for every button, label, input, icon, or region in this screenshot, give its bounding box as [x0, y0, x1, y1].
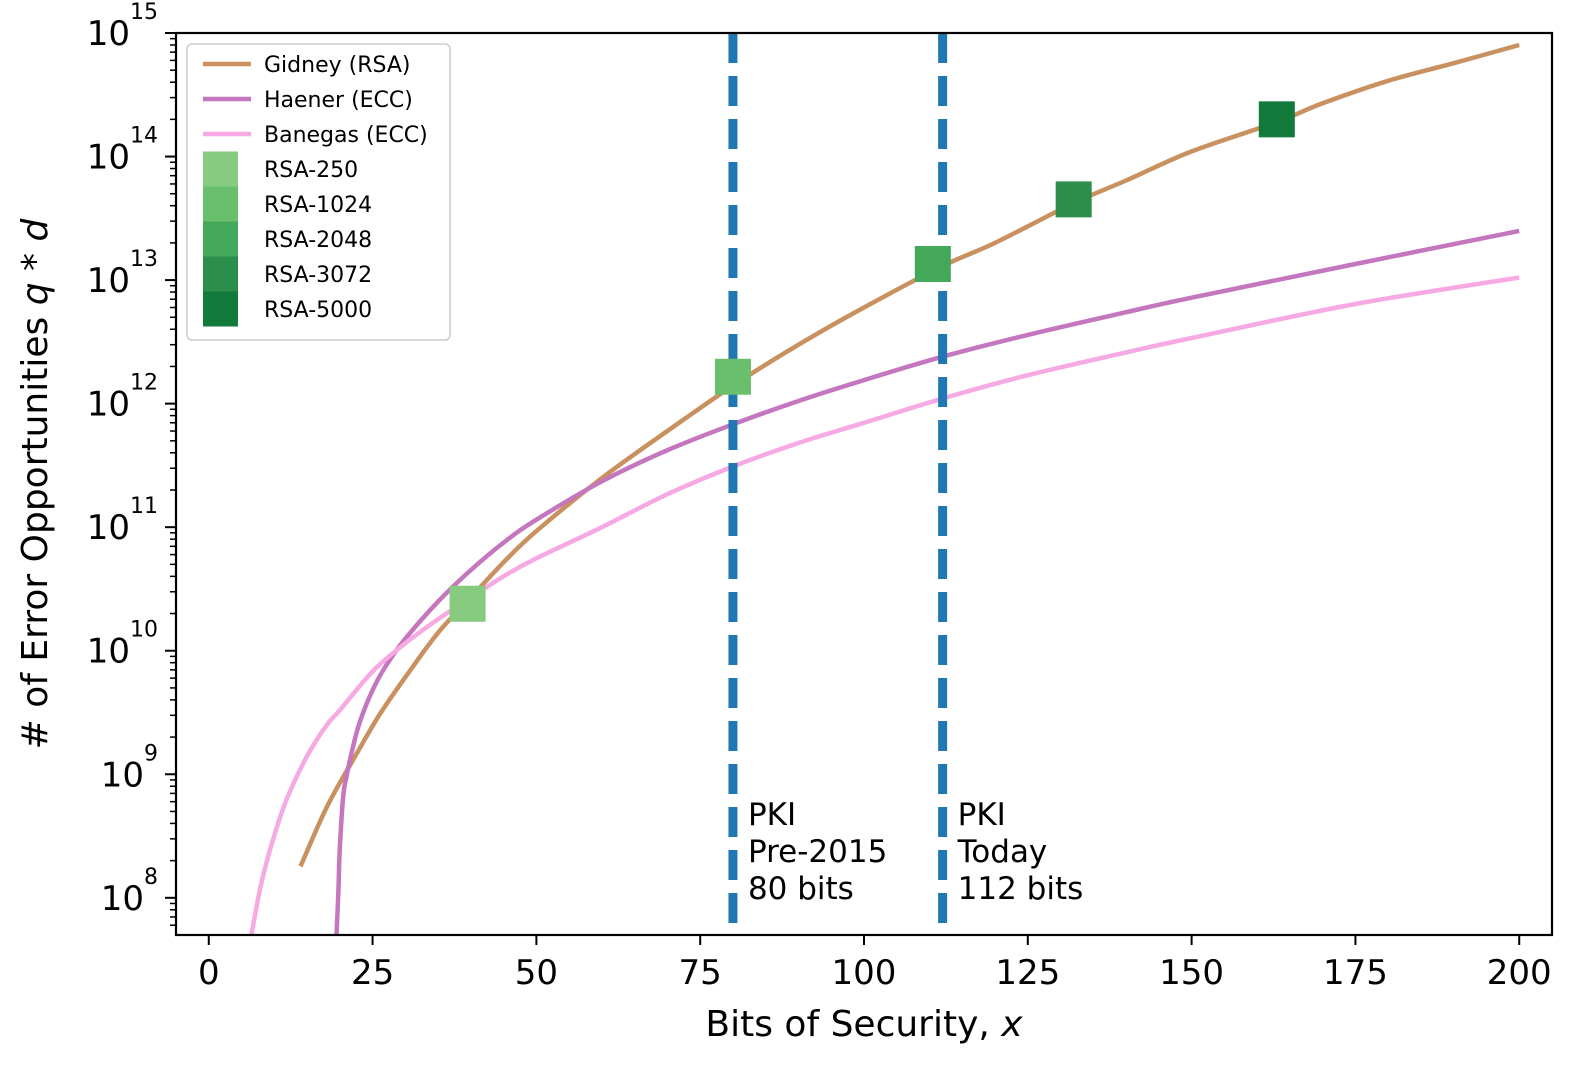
annotation-line-80-2: 80 bits [748, 871, 854, 907]
x-tick-label-50: 50 [515, 953, 558, 993]
annotation-bg-112 [951, 796, 1102, 910]
legend-label-rsa-250: RSA-250 [264, 158, 358, 183]
annotation-bg-80 [741, 796, 892, 910]
y-tick-exponent-13: 13 [130, 247, 158, 272]
x-axis-ticks: 0 25 50 75 100 125 150 175 200 [198, 935, 1552, 993]
y-tick-exponent-15: 15 [130, 0, 158, 25]
legend-label-rsa-5000: RSA-5000 [264, 298, 372, 323]
legend-label-rsa-1024: RSA-1024 [264, 193, 372, 218]
marker-rsa-3072 [1055, 181, 1092, 218]
marker-rsa-250 [449, 585, 486, 622]
legend-label-gidney-rsa: Gidney (RSA) [264, 53, 411, 78]
marker-rsa-1024 [714, 358, 751, 395]
y-tick-exponent-11: 11 [130, 494, 158, 519]
legend-swatch-rsa-1024 [203, 186, 238, 222]
marker-rsa-5000 [1258, 101, 1295, 138]
x-tick-label-150: 150 [1159, 953, 1224, 993]
y-tick-base-13: 10 [87, 261, 130, 301]
annotation-line-112-0: PKI [958, 797, 1006, 833]
y-tick-base-9: 10 [101, 755, 144, 795]
x-tick-label-25: 25 [351, 953, 394, 993]
y-tick-base-15: 10 [87, 14, 130, 54]
y-tick-base-11: 10 [87, 508, 130, 548]
y-tick-base-14: 10 [87, 138, 130, 178]
y-tick-exponent-12: 12 [130, 371, 158, 396]
annotation-line-80-1: Pre-2015 [748, 834, 887, 870]
series-line-banegas-ecc [249, 275, 1520, 936]
legend-swatch-rsa-2048 [203, 221, 238, 257]
vertical-reference-lines [728, 33, 948, 935]
y-tick-exponent-9: 9 [144, 741, 158, 766]
legend-swatch-rsa-250 [203, 151, 238, 187]
legend-swatch-rsa-3072 [203, 256, 238, 292]
x-tick-label-0: 0 [198, 953, 220, 993]
legend-label-rsa-2048: RSA-2048 [264, 228, 372, 253]
y-tick-exponent-10: 10 [130, 618, 158, 643]
y-tick-exponent-8: 8 [144, 865, 158, 890]
legend-swatch-rsa-5000 [203, 291, 238, 327]
annotation-line-112-1: Today [957, 834, 1048, 870]
legend-box [186, 43, 451, 341]
legend-label-banegas-ecc: Banegas (ECC) [264, 123, 428, 148]
legend: Gidney (RSA) Haener (ECC) Banegas (ECC) RSA… [186, 43, 451, 341]
legend-label-haener-ecc: Haener (ECC) [264, 88, 413, 113]
y-axis-label: # of Error Opportunities q * d [15, 218, 56, 750]
marker-rsa-2048 [914, 245, 951, 282]
x-tick-label-100: 100 [832, 953, 897, 993]
x-axis-label: Bits of Security, x [705, 1004, 1023, 1045]
y-tick-base-8: 10 [101, 879, 144, 919]
annotation-line-80-0: PKI [748, 797, 796, 833]
y-tick-base-10: 10 [87, 632, 130, 672]
y-tick-exponent-14: 14 [130, 124, 158, 149]
x-tick-label-75: 75 [679, 953, 722, 993]
rsa-markers [449, 101, 1295, 622]
y-tick-base-12: 10 [87, 385, 130, 425]
x-tick-label-125: 125 [995, 953, 1060, 993]
annotation-line-112-2: 112 bits [958, 871, 1084, 907]
x-tick-label-175: 175 [1323, 953, 1388, 993]
x-tick-label-200: 200 [1487, 953, 1552, 993]
series-line-haener-ecc [334, 228, 1520, 936]
legend-label-rsa-3072: RSA-3072 [264, 263, 372, 288]
